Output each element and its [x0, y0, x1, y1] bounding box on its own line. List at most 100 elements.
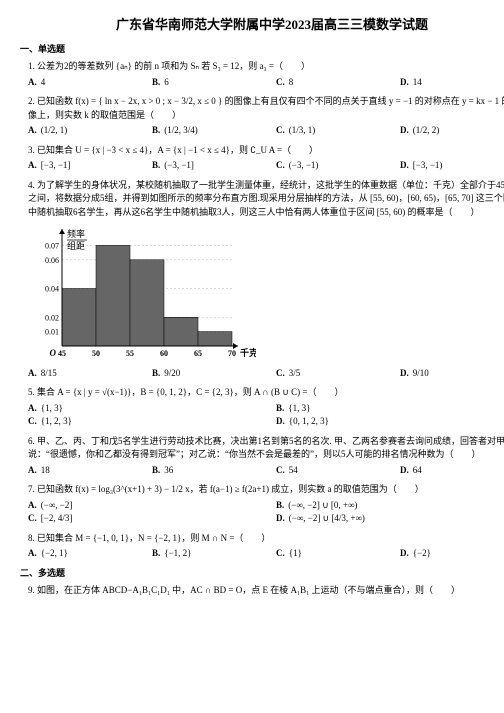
q8-a-val: {−2, 1} [41, 548, 68, 558]
q3-opt-c: C.(−3, −1) [276, 159, 400, 173]
svg-text:O: O [50, 348, 57, 358]
question-9: 9. 如图，在正方体 ABCD−A₁B₁C₁D₁ 中，AC ∩ BD = O，点… [28, 584, 504, 598]
svg-text:0.01: 0.01 [45, 328, 59, 337]
q4-b-val: 9/20 [164, 368, 180, 378]
q8-b-val: {−1, 2} [164, 548, 191, 558]
q1-text: 1. 公差为2的等差数列 {aₙ} 的前 n 项和为 Sₙ 若 S₃ = 12，… [28, 60, 504, 74]
q4-c-val: 3/5 [289, 368, 301, 378]
svg-text:50: 50 [92, 349, 100, 358]
q1-a-val: 4 [41, 77, 46, 87]
question-2: 2. 已知函数 f(x) = { ln x − 2x, x > 0 ; x − … [28, 95, 504, 122]
q4-opt-a: A.8/15 [28, 367, 152, 381]
svg-text:70: 70 [228, 349, 236, 358]
histogram-svg: 0.010.020.040.060.07455055606570O频率组距千克 [28, 225, 256, 360]
q4-d-val: 9/10 [413, 368, 429, 378]
q4-opt-d: D.9/10 [400, 367, 504, 381]
q8-opt-b: B.{−1, 2} [152, 547, 276, 561]
question-4: 4. 为了解学生的身体状况，某校随机抽取了一批学生测量体重，经统计，这批学生的体… [28, 179, 504, 220]
q4-opt-c: C.3/5 [276, 367, 400, 381]
question-1: 1. 公差为2的等差数列 {aₙ} 的前 n 项和为 Sₙ 若 S₃ = 12，… [28, 60, 504, 74]
q2-c-val: (1/3, 1) [289, 125, 316, 135]
q3-c-val: (−3, −1) [289, 160, 319, 170]
q3-a-val: [−3, −1] [41, 160, 71, 170]
q1-opt-c: C.8 [276, 76, 400, 90]
q7-opt-d: D.(−∞, −2] ∪ [4/3, +∞) [276, 512, 504, 526]
q6-a-val: 18 [41, 465, 50, 475]
q7-opt-b: B.(−∞, −2] ∪ [0, +∞) [276, 499, 504, 513]
q1-opt-b: B.6 [152, 76, 276, 90]
q8-c-val: {1} [289, 548, 302, 558]
svg-text:65: 65 [194, 349, 202, 358]
q8-opt-d: D.{−2} [400, 547, 504, 561]
q7-b-val: (−∞, −2] ∪ [0, +∞) [288, 500, 357, 510]
question-3: 3. 已知集合 U = {x | −3 < x ≤ 4}，A = {x | −1… [28, 144, 504, 158]
q7-opt-c: C.[−2, 4/3] [28, 512, 276, 526]
question-8: 8. 已知集合 M = {−1, 0, 1}，N = {−2, 1}，则 M ∩… [28, 532, 504, 546]
q9-text: 9. 如图，在正方体 ABCD−A₁B₁C₁D₁ 中，AC ∩ BD = O，点… [28, 584, 504, 598]
q2-options: A.(1/2, 1) B.(1/2, 3/4) C.(1/3, 1) D.(1/… [28, 124, 504, 138]
q2-opt-b: B.(1/2, 3/4) [152, 124, 276, 138]
q3-b-val: (−3, −1] [164, 160, 194, 170]
q5-opt-c: C.{1, 2, 3} [28, 415, 276, 429]
q4-a-val: 8/15 [41, 368, 57, 378]
q5-a-val: {1, 3} [41, 403, 63, 413]
histogram-chart: 0.010.020.040.060.07455055606570O频率组距千克 [28, 225, 504, 365]
q7-options: A.(−∞, −2] B.(−∞, −2] ∪ [0, +∞) C.[−2, 4… [28, 499, 504, 526]
svg-text:0.06: 0.06 [45, 256, 59, 265]
svg-text:60: 60 [160, 349, 168, 358]
q7-opt-a: A.(−∞, −2] [28, 499, 276, 513]
q2-a-val: (1/2, 1) [41, 125, 68, 135]
q8-text: 8. 已知集合 M = {−1, 0, 1}，N = {−2, 1}，则 M ∩… [28, 532, 504, 546]
q6-d-val: 64 [413, 465, 422, 475]
question-7: 7. 已知函数 f(x) = log₃(3^(x+1) + 3) − 1/2 x… [28, 483, 504, 497]
question-5: 5. 集合 A = {x | y = √(x−1)}，B = {0, 1, 2}… [28, 386, 504, 400]
svg-text:0.07: 0.07 [45, 241, 59, 250]
q7-d-val: (−∞, −2] ∪ [4/3, +∞) [289, 513, 365, 523]
page-title: 广东省华南师范大学附属中学2023届高三三模数学试题 [20, 15, 504, 35]
q6-options: A.18 B.36 C.54 D.64 [28, 464, 504, 478]
q5-opt-b: B.{1, 3} [276, 402, 504, 416]
svg-text:55: 55 [126, 349, 134, 358]
q1-c-val: 8 [289, 77, 294, 87]
q6-text: 6. 甲、乙、丙、丁和戊5名学生进行劳动技术比赛，决出第1名到第5名的名次. 甲… [28, 435, 504, 462]
q4-opt-b: B.9/20 [152, 367, 276, 381]
q2-text: 2. 已知函数 f(x) = { ln x − 2x, x > 0 ; x − … [28, 95, 504, 122]
q6-opt-c: C.54 [276, 464, 400, 478]
q2-d-val: (1/2, 2) [413, 125, 440, 135]
q1-b-val: 6 [164, 77, 169, 87]
q8-opt-a: A.{−2, 1} [28, 547, 152, 561]
q7-c-val: [−2, 4/3] [41, 513, 73, 523]
q3-options: A.[−3, −1] B.(−3, −1] C.(−3, −1) D.[−3, … [28, 159, 504, 173]
q1-d-val: 14 [413, 77, 422, 87]
q1-opt-a: A.4 [28, 76, 152, 90]
q6-opt-d: D.64 [400, 464, 504, 478]
q3-text: 3. 已知集合 U = {x | −3 < x ≤ 4}，A = {x | −1… [28, 144, 504, 158]
q5-options: A.{1, 3} B.{1, 3} C.{1, 2, 3} D.{0, 1, 2… [28, 402, 504, 429]
q8-options: A.{−2, 1} B.{−1, 2} C.{1} D.{−2} [28, 547, 504, 561]
q1-opt-d: D.14 [400, 76, 504, 90]
q6-opt-a: A.18 [28, 464, 152, 478]
q5-c-val: {1, 2, 3} [41, 416, 72, 426]
q6-b-val: 36 [164, 465, 173, 475]
svg-text:千克: 千克 [240, 347, 256, 358]
q2-opt-d: D.(1/2, 2) [400, 124, 504, 138]
svg-text:45: 45 [58, 349, 66, 358]
q5-text: 5. 集合 A = {x | y = √(x−1)}，B = {0, 1, 2}… [28, 386, 504, 400]
q3-d-val: [−3, −1) [413, 160, 443, 170]
q2-opt-c: C.(1/3, 1) [276, 124, 400, 138]
section-1-header: 一、单选题 [20, 43, 504, 57]
section-2-header: 二、多选题 [20, 567, 504, 581]
svg-text:0.02: 0.02 [45, 313, 59, 322]
q8-opt-c: C.{1} [276, 547, 400, 561]
q3-opt-d: D.[−3, −1) [400, 159, 504, 173]
svg-text:组距: 组距 [67, 240, 85, 251]
q2-opt-a: A.(1/2, 1) [28, 124, 152, 138]
q1-options: A.4 B.6 C.8 D.14 [28, 76, 504, 90]
q7-text: 7. 已知函数 f(x) = log₃(3^(x+1) + 3) − 1/2 x… [28, 483, 504, 497]
q5-opt-d: D.{0, 1, 2, 3} [276, 415, 504, 429]
q8-d-val: {−2} [413, 548, 431, 558]
q2-b-val: (1/2, 3/4) [164, 125, 198, 135]
q5-d-val: {0, 1, 2, 3} [289, 416, 329, 426]
q4-options: A.8/15 B.9/20 C.3/5 D.9/10 [28, 367, 504, 381]
question-6: 6. 甲、乙、丙、丁和戊5名学生进行劳动技术比赛，决出第1名到第5名的名次. 甲… [28, 435, 504, 462]
